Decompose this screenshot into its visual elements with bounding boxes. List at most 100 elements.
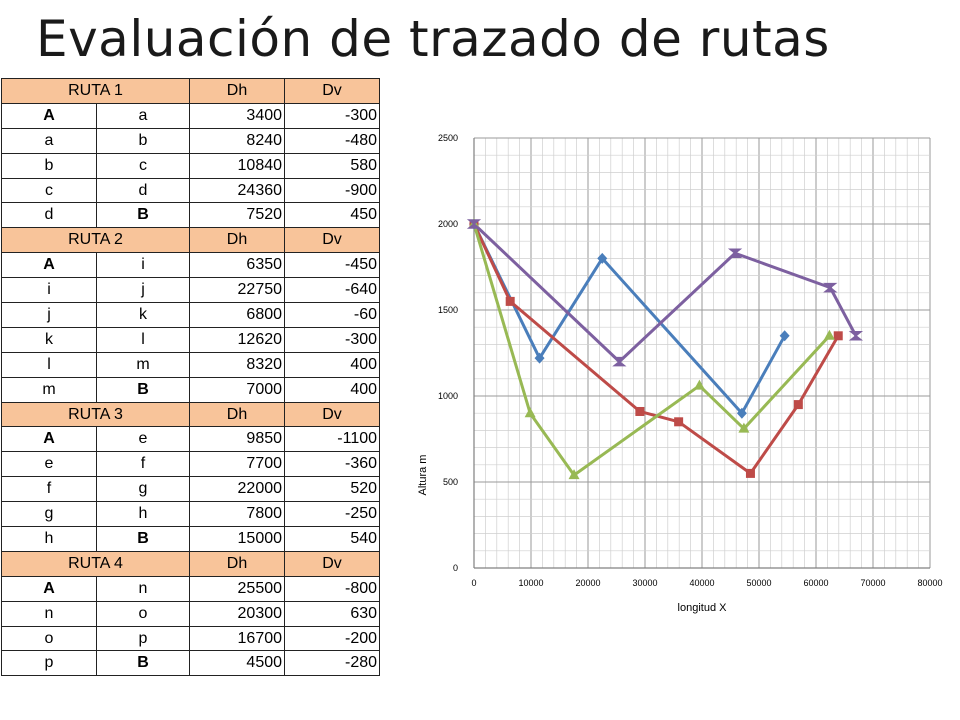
x-tick-label: 20000 (575, 578, 600, 588)
y-tick-label: 0 (453, 563, 458, 573)
dv-value: -900 (284, 177, 381, 204)
from-node: m (1, 376, 97, 403)
to-node: p (95, 625, 191, 652)
table-row: k l 12620 -300 (1, 326, 381, 353)
dh-value: 16700 (189, 625, 286, 652)
from-node: A (1, 426, 97, 453)
chart-ticks: 0 500 1000 1500 2000 2500 0 10000 20000 30000 4000… (438, 133, 943, 588)
page-title: Evaluación de trazado de rutas (36, 10, 830, 68)
to-node: e (95, 426, 191, 453)
dh-value: 6800 (189, 302, 286, 328)
data-point (466, 219, 482, 229)
dh-value: 8240 (189, 127, 286, 154)
dv-value: 400 (284, 351, 381, 378)
from-node: A (1, 252, 97, 279)
x-tick-label: 10000 (518, 578, 543, 588)
x-axis-label: longitud X (678, 602, 728, 614)
dh-value: 22000 (189, 476, 286, 503)
data-point (693, 379, 705, 390)
dv-value: 540 (284, 526, 381, 552)
table-row: b c 10840 580 (1, 152, 381, 179)
data-point (524, 407, 536, 418)
x-tick-label: 30000 (632, 578, 657, 588)
dv-value: -640 (284, 277, 381, 304)
table-row: o p 16700 -200 (1, 625, 381, 652)
dh-value: 25500 (189, 575, 286, 602)
data-point (738, 422, 750, 433)
dh-value: 3400 (189, 102, 286, 129)
dv-value: -1100 (284, 426, 381, 453)
dv-value: -280 (284, 650, 381, 677)
to-node: h (95, 501, 191, 528)
table-row: c d 24360 -900 (1, 177, 381, 204)
from-node: g (1, 501, 97, 528)
to-node: B (95, 376, 191, 403)
data-point (635, 406, 645, 416)
data-point (745, 468, 755, 478)
x-tick-label: 80000 (917, 578, 942, 588)
y-tick-label: 1000 (438, 391, 458, 401)
from-node: e (1, 451, 97, 478)
route-name: RUTA 2 (0, 227, 191, 254)
route-header-row: RUTA 4 Dh Dv (0, 550, 381, 577)
table-row: e f 7700 -360 (1, 451, 381, 478)
data-point (848, 331, 864, 341)
dh-value: 7700 (189, 451, 286, 478)
chart-grid (473, 137, 931, 569)
chart-series (466, 218, 864, 480)
dh-value: 7800 (189, 501, 286, 528)
to-node: m (95, 351, 191, 378)
table-row: g h 7800 -250 (1, 501, 381, 528)
from-node: k (1, 326, 97, 353)
from-node: A (1, 575, 97, 602)
y-tick-label: 500 (443, 477, 458, 487)
to-node: o (95, 600, 191, 627)
to-node: k (95, 302, 191, 328)
dv-value: 450 (284, 202, 381, 229)
to-node: j (95, 277, 191, 304)
dh-value: 10840 (189, 152, 286, 179)
data-point (568, 469, 580, 480)
column-header: Dh (189, 401, 286, 428)
data-point (823, 329, 835, 340)
dh-value: 8320 (189, 351, 286, 378)
dh-value: 7520 (189, 202, 286, 229)
table-row: j k 6800 -60 (1, 302, 381, 328)
dv-value: -360 (284, 451, 381, 478)
data-point (597, 252, 608, 264)
table-row: n o 20300 630 (1, 600, 381, 627)
dv-value: -450 (284, 252, 381, 279)
column-header: Dh (189, 78, 286, 104)
from-node: h (1, 526, 97, 552)
altitude-chart: 0 500 1000 1500 2000 2500 0 10000 20000 30000 4000… (417, 133, 943, 614)
dh-value: 22750 (189, 277, 286, 304)
x-tick-label: 50000 (746, 578, 771, 588)
to-node: B (95, 202, 191, 229)
dh-value: 15000 (189, 526, 286, 552)
route-name: RUTA 3 (0, 401, 191, 428)
from-node: i (1, 277, 97, 304)
dh-value: 12620 (189, 326, 286, 353)
to-node: f (95, 451, 191, 478)
table-row: p B 4500 -280 (1, 650, 381, 677)
data-point (612, 356, 627, 367)
data-point (793, 400, 803, 410)
y-tick-label: 2000 (438, 219, 458, 229)
table-row: f g 22000 520 (1, 476, 381, 503)
column-header: Dh (189, 550, 286, 577)
to-node: i (95, 252, 191, 279)
dh-value: 6350 (189, 252, 286, 279)
data-point (674, 417, 684, 427)
data-point (727, 248, 743, 258)
data-point (736, 407, 747, 419)
route-header-row: RUTA 1 Dh Dv (0, 78, 381, 104)
column-header: Dv (284, 550, 381, 577)
table-row: m B 7000 400 (1, 376, 381, 403)
column-header: Dv (284, 227, 381, 254)
data-point (534, 352, 545, 364)
dh-value: 24360 (189, 177, 286, 204)
x-tick-label: 40000 (689, 578, 714, 588)
route-name: RUTA 4 (0, 550, 191, 577)
